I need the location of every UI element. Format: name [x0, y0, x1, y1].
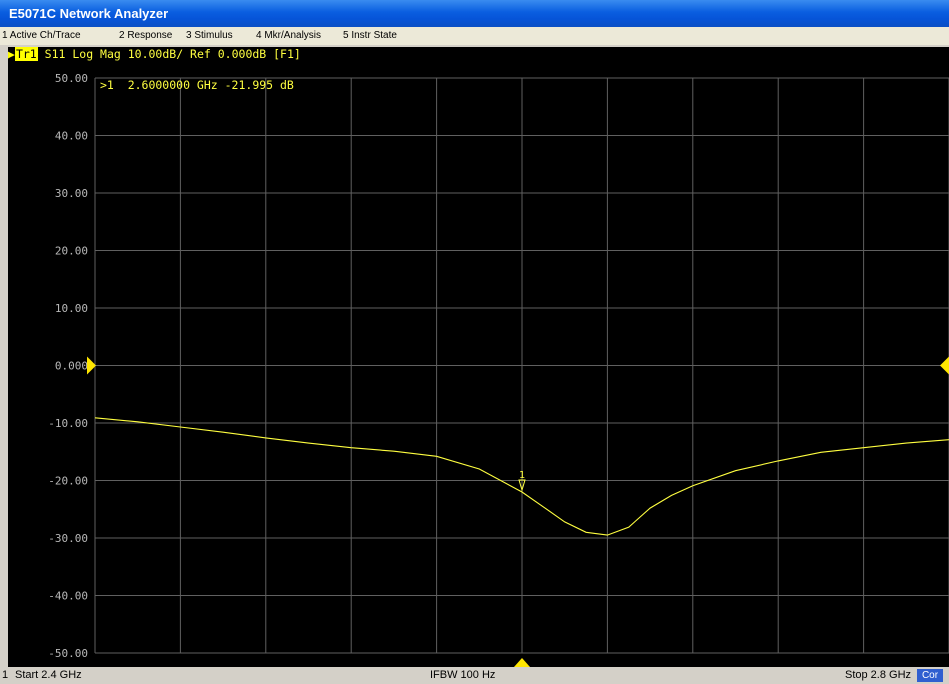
- reference-level-left-icon[interactable]: [87, 356, 96, 375]
- y-tick-label: 50.00: [55, 72, 88, 85]
- y-tick-label: -20.00: [48, 475, 88, 488]
- menu-item-active-ch-trace[interactable]: 1 Active Ch/Trace: [2, 30, 81, 41]
- y-tick-label: 30.00: [55, 187, 88, 200]
- reference-level-right-icon[interactable]: [940, 356, 949, 375]
- trace-header: ▶Tr1 S11 Log Mag 10.00dB/ Ref 0.000dB [F…: [8, 47, 301, 61]
- marker-label: 1: [519, 470, 525, 481]
- status-ifbw[interactable]: IFBW 100 Hz: [430, 669, 496, 681]
- marker-readout: >1 2.6000000 GHz -21.995 dB: [100, 78, 294, 92]
- y-tick-label: 0.000: [55, 360, 88, 373]
- menu-item-mkr-analysis[interactable]: 4 Mkr/Analysis: [256, 30, 322, 41]
- measurement-screen[interactable]: ▶Tr1 S11 Log Mag 10.00dB/ Ref 0.000dB [F…: [8, 47, 949, 667]
- title-bar: E5071C Network Analyzer: [0, 0, 949, 27]
- y-tick-label: -10.00: [48, 417, 88, 430]
- plot-grid: [94, 77, 949, 654]
- active-trace-arrow-icon: ▶: [8, 47, 15, 61]
- stimulus-pointer-icon[interactable]: [514, 658, 530, 667]
- status-channel: 1: [2, 669, 9, 681]
- marker-1[interactable]: 1: [518, 470, 526, 492]
- y-tick-label: -50.00: [48, 647, 88, 660]
- active-trace-tag[interactable]: Tr1: [14, 47, 38, 61]
- trace-description: S11 Log Mag 10.00dB/ Ref 0.000dB [F1]: [44, 47, 301, 61]
- trace-plot[interactable]: 50.00 40.00 30.00 20.00 10.00 0.000 -10.00 -20.…: [8, 47, 949, 667]
- status-stop[interactable]: Stop 2.8 GHz: [845, 669, 912, 681]
- status-bar: 1 Start 2.4 GHz IFBW 100 Hz Stop 2.8 GHz…: [0, 667, 949, 684]
- y-tick-label: -40.00: [48, 590, 88, 603]
- correction-badge[interactable]: Cor: [917, 669, 943, 682]
- y-tick-label: 40.00: [55, 130, 88, 143]
- trace-line: [94, 417, 949, 536]
- status-start[interactable]: Start 2.4 GHz: [15, 669, 82, 681]
- y-tick-label: -30.00: [48, 532, 88, 545]
- y-tick-label: 10.00: [55, 302, 88, 315]
- menu-item-instr-state[interactable]: 5 Instr State: [343, 30, 397, 41]
- y-tick-label: 20.00: [55, 245, 88, 258]
- y-axis-ticks: 50.00 40.00 30.00 20.00 10.00 0.000 -10.00 -20.…: [48, 72, 88, 660]
- menu-item-response[interactable]: 2 Response: [119, 30, 173, 41]
- marker-triangle-icon: [518, 479, 526, 492]
- menu-item-stimulus[interactable]: 3 Stimulus: [186, 30, 233, 41]
- menu-bar: 1 Active Ch/Trace 2 Response 3 Stimulus …: [0, 27, 949, 45]
